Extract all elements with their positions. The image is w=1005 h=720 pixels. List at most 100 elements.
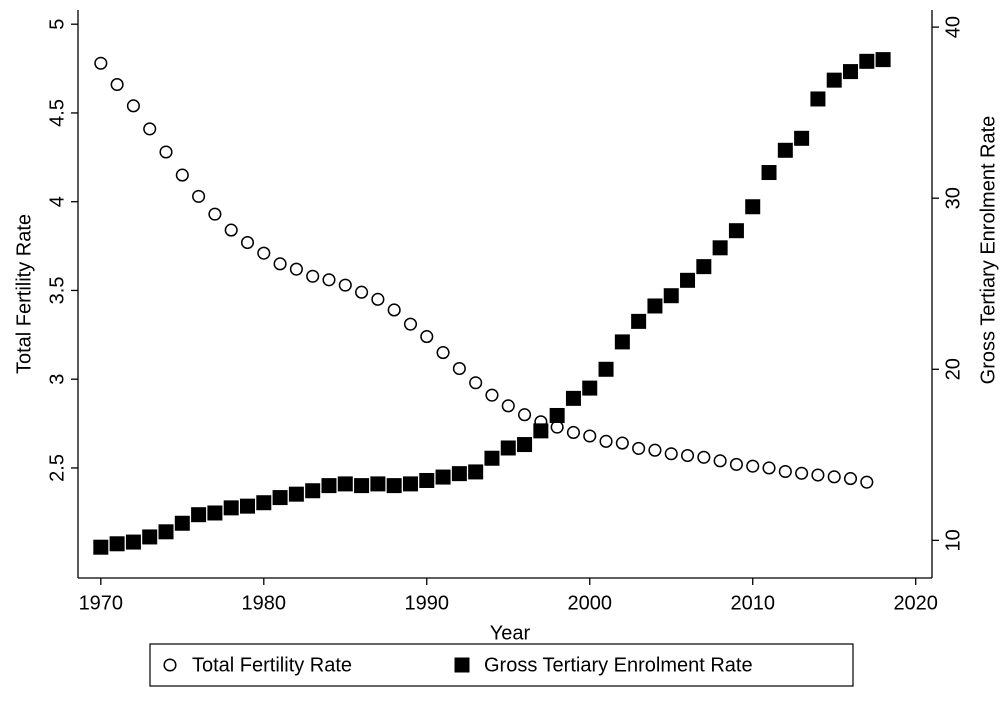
y2-tick-label: 10 xyxy=(942,529,964,551)
data-point xyxy=(420,330,434,344)
data-point xyxy=(712,240,728,256)
legend-label: Total Fertility Rate xyxy=(192,654,352,676)
data-point xyxy=(305,483,321,499)
data-point xyxy=(451,466,467,482)
data-point xyxy=(208,207,222,221)
legend-marker xyxy=(454,657,470,673)
data-point xyxy=(143,122,157,136)
data-point xyxy=(337,476,353,492)
y-tick-label: 3 xyxy=(46,374,68,385)
data-point xyxy=(728,223,744,239)
data-point xyxy=(843,472,858,486)
data-point xyxy=(288,486,304,502)
data-point xyxy=(680,448,695,463)
data-point xyxy=(566,425,581,440)
data-point xyxy=(680,272,696,288)
x-tick-label: 2020 xyxy=(893,592,938,614)
data-point xyxy=(811,468,825,482)
x-axis-title: Year xyxy=(490,622,531,644)
data-point xyxy=(565,390,581,406)
data-point xyxy=(631,313,647,329)
data-point xyxy=(273,257,287,271)
data-point xyxy=(403,317,418,331)
data-point xyxy=(419,472,435,488)
data-point xyxy=(761,165,777,181)
data-point xyxy=(142,529,158,545)
data-point xyxy=(272,490,288,506)
data-point xyxy=(648,443,662,457)
y-tick-label: 3.5 xyxy=(46,277,68,305)
data-point xyxy=(223,500,239,516)
data-point xyxy=(355,285,369,299)
data-point xyxy=(435,469,451,485)
y-axis-title: Total Fertility Rate xyxy=(13,214,35,374)
data-point xyxy=(697,450,711,464)
data-point xyxy=(484,450,500,466)
data-point xyxy=(402,476,418,492)
data-point xyxy=(517,437,533,453)
data-point xyxy=(663,288,679,304)
data-point xyxy=(745,199,761,215)
data-point xyxy=(240,235,255,250)
data-point xyxy=(762,461,776,475)
data-point xyxy=(386,478,402,494)
data-point xyxy=(795,466,809,480)
data-point xyxy=(843,64,859,80)
data-point xyxy=(746,459,760,473)
data-point xyxy=(175,168,189,182)
x-tick-label: 2010 xyxy=(730,592,775,614)
x-tick-label: 1980 xyxy=(242,592,287,614)
data-point xyxy=(224,223,238,237)
data-point xyxy=(583,429,597,443)
data-point xyxy=(125,534,141,550)
data-point xyxy=(321,478,337,494)
data-point xyxy=(664,447,678,461)
data-point xyxy=(469,376,483,390)
data-point xyxy=(94,56,108,70)
data-point xyxy=(436,346,450,360)
data-point xyxy=(338,278,352,292)
data-point xyxy=(289,262,303,276)
data-point xyxy=(860,475,874,489)
y2-axis-title: Gross Tertiary Enrolment Rate xyxy=(977,116,999,385)
data-point xyxy=(778,464,792,479)
data-point xyxy=(192,189,206,203)
data-point xyxy=(191,507,207,523)
data-point xyxy=(354,478,370,494)
data-point xyxy=(632,441,646,455)
data-point xyxy=(239,498,255,514)
data-point xyxy=(109,536,125,552)
legend-box xyxy=(149,643,854,687)
data-point xyxy=(207,505,223,521)
data-point xyxy=(826,72,842,88)
data-point xyxy=(729,457,743,471)
data-point xyxy=(159,145,173,159)
data-point xyxy=(518,408,532,422)
data-point xyxy=(647,298,663,314)
data-point xyxy=(370,476,386,492)
data-point xyxy=(810,91,826,107)
data-point xyxy=(500,440,516,456)
x-tick-label: 1970 xyxy=(79,592,124,614)
y-tick-label: 4 xyxy=(46,196,68,207)
y-tick-label: 5 xyxy=(46,19,68,30)
data-point xyxy=(713,454,727,468)
data-point xyxy=(93,539,109,555)
data-point xyxy=(485,388,499,402)
data-point xyxy=(859,53,875,69)
data-point xyxy=(777,142,793,158)
data-point xyxy=(614,334,630,350)
y2-tick-label: 30 xyxy=(942,187,964,209)
data-point xyxy=(615,436,629,450)
data-point xyxy=(501,399,515,413)
data-point xyxy=(110,78,124,92)
data-point xyxy=(533,423,549,439)
data-point xyxy=(827,470,841,484)
y2-tick-label: 40 xyxy=(942,16,964,38)
data-point xyxy=(875,52,891,68)
data-point xyxy=(158,524,174,540)
data-point xyxy=(468,464,484,480)
x-tick-label: 2000 xyxy=(567,592,612,614)
x-tick-label: 1990 xyxy=(405,592,450,614)
